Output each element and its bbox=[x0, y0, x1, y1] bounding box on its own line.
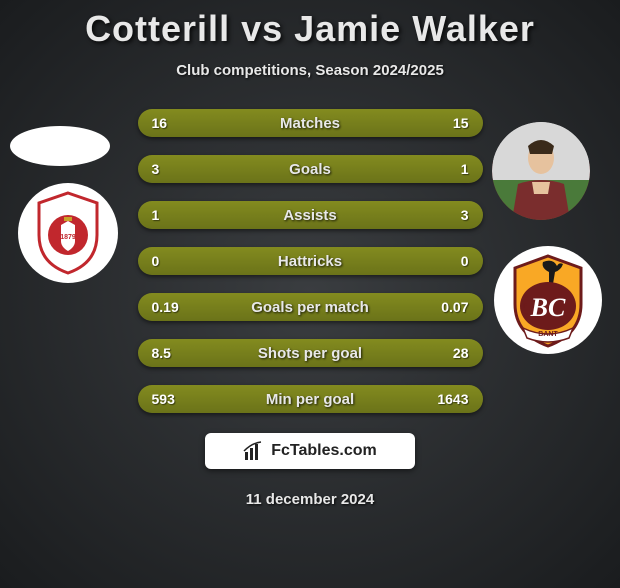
subtitle: Club competitions, Season 2024/2025 bbox=[0, 62, 620, 79]
bar-chart-icon bbox=[243, 440, 265, 462]
player-left-avatar bbox=[10, 126, 110, 166]
stat-row-shots-per-goal: 8.5 Shots per goal 28 bbox=[138, 339, 483, 367]
stat-left-value: 3 bbox=[152, 161, 192, 177]
stat-right-value: 15 bbox=[429, 115, 469, 131]
stat-label: Min per goal bbox=[266, 391, 354, 408]
stat-row-hattricks: 0 Hattricks 0 bbox=[138, 247, 483, 275]
stat-label: Goals per match bbox=[251, 299, 369, 316]
player-left-club-crest: 1879 bbox=[18, 183, 118, 283]
player-right-avatar bbox=[492, 122, 590, 220]
stat-left-value: 593 bbox=[152, 391, 192, 407]
stat-right-value: 0 bbox=[429, 253, 469, 269]
stat-right-value: 3 bbox=[429, 207, 469, 223]
stat-label: Matches bbox=[280, 115, 340, 132]
svg-text:C: C bbox=[523, 313, 528, 320]
stat-row-goals-per-match: 0.19 Goals per match 0.07 bbox=[138, 293, 483, 321]
date-text: 11 december 2024 bbox=[0, 491, 620, 508]
player-right-club-crest: BC BANT A F C bbox=[494, 246, 602, 354]
page-title: Cotterill vs Jamie Walker bbox=[0, 8, 620, 50]
stat-right-value: 28 bbox=[429, 345, 469, 361]
stat-row-assists: 1 Assists 3 bbox=[138, 201, 483, 229]
stat-right-value: 1 bbox=[429, 161, 469, 177]
stat-right-value: 0.07 bbox=[429, 299, 469, 315]
stat-left-value: 0 bbox=[152, 253, 192, 269]
svg-text:BC: BC bbox=[530, 293, 566, 322]
stat-label: Goals bbox=[289, 161, 331, 178]
footer-brand-text: FcTables.com bbox=[271, 442, 377, 460]
stat-left-value: 16 bbox=[152, 115, 192, 131]
stats-chart: 16 Matches 15 3 Goals 1 1 Assists 3 0 Ha… bbox=[138, 109, 483, 413]
stat-label: Hattricks bbox=[278, 253, 342, 270]
stat-row-goals: 3 Goals 1 bbox=[138, 155, 483, 183]
footer-brand-box[interactable]: FcTables.com bbox=[205, 433, 415, 469]
stat-row-min-per-goal: 593 Min per goal 1643 bbox=[138, 385, 483, 413]
stat-right-value: 1643 bbox=[429, 391, 469, 407]
stat-left-value: 1 bbox=[152, 207, 192, 223]
svg-text:1879: 1879 bbox=[60, 234, 76, 241]
stat-label: Assists bbox=[283, 207, 336, 224]
svg-text:A: A bbox=[523, 293, 528, 300]
stat-left-value: 8.5 bbox=[152, 345, 192, 361]
stat-row-matches: 16 Matches 15 bbox=[138, 109, 483, 137]
svg-text:BANT: BANT bbox=[538, 331, 558, 338]
svg-text:F: F bbox=[523, 303, 528, 310]
stat-label: Shots per goal bbox=[258, 345, 362, 362]
stat-left-value: 0.19 bbox=[152, 299, 192, 315]
